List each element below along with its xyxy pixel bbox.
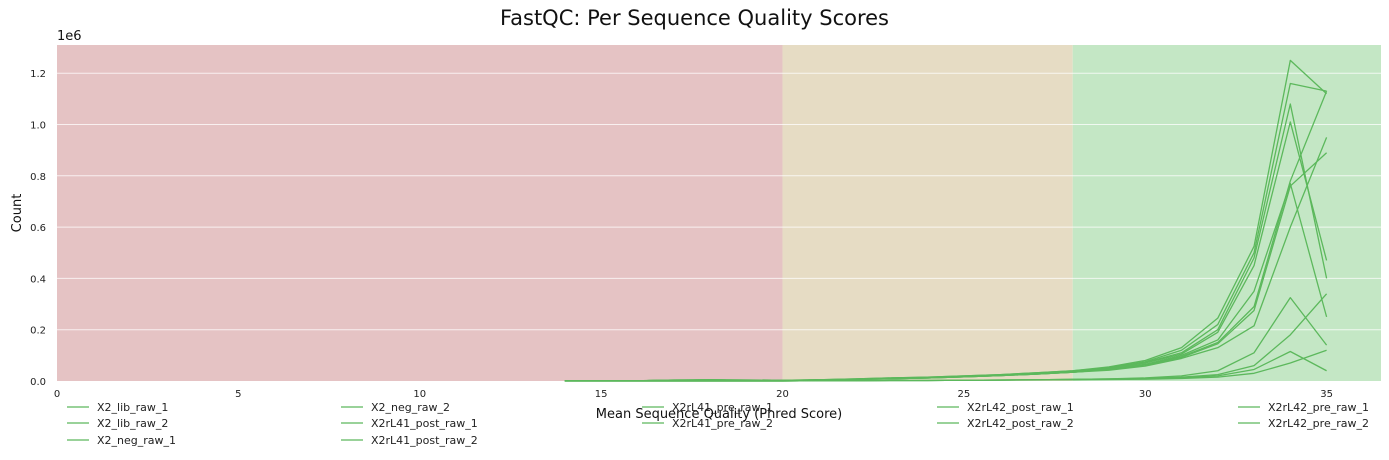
y-tick-label: 0.0 xyxy=(30,377,46,388)
y-tick-label: 1.2 xyxy=(30,69,46,80)
x-axis-title: Mean Sequence Quality (Phred Score) xyxy=(596,407,842,422)
legend-item-X2rL41_pre_raw_1: X2rL41_pre_raw_1 xyxy=(672,401,773,414)
grid-lines xyxy=(57,72,1381,331)
x-tick-label: 10 xyxy=(413,389,426,400)
y-tick-label: 1.0 xyxy=(30,121,46,132)
legend-item-X2rL42_pre_raw_1: X2rL42_pre_raw_1 xyxy=(1268,401,1369,414)
quality-band-0 xyxy=(57,45,783,381)
legend-item-X2rL42_pre_raw_2: X2rL42_pre_raw_2 xyxy=(1268,417,1369,430)
legend-item-X2_lib_raw_2: X2_lib_raw_2 xyxy=(97,417,168,430)
quality-band-1 xyxy=(782,45,1073,381)
legend-item-X2rL42_post_raw_1: X2rL42_post_raw_1 xyxy=(967,401,1074,414)
x-tick-label: 15 xyxy=(595,389,608,400)
x-tick-label: 35 xyxy=(1320,389,1333,400)
legend-item-X2_lib_raw_1: X2_lib_raw_1 xyxy=(97,401,168,414)
legend-item-X2_neg_raw_2: X2_neg_raw_2 xyxy=(371,401,450,414)
chart-title: FastQC: Per Sequence Quality Scores xyxy=(499,6,889,30)
series-line-X2rL42_post_raw_2 xyxy=(564,137,1328,382)
series-line-X2rL42_pre_raw_2 xyxy=(564,349,1327,382)
axis-ticks: 0 5 10 15 20 25 30 35 0.0 0.2 0.4 0.6 0.8 1.0 1.2 xyxy=(30,69,1333,400)
y-exponent-label: 1e6 xyxy=(57,29,82,44)
series-lines xyxy=(564,59,1328,382)
legend-item-X2_neg_raw_1: X2_neg_raw_1 xyxy=(97,434,176,447)
quality-band-2 xyxy=(1072,45,1381,381)
x-tick-label: 30 xyxy=(1139,389,1152,400)
quality-bands xyxy=(57,45,1381,381)
x-tick-label: 0 xyxy=(54,389,60,400)
legend-item-X2rL42_post_raw_2: X2rL42_post_raw_2 xyxy=(967,417,1074,430)
legend-item-X2rL41_pre_raw_2: X2rL41_pre_raw_2 xyxy=(672,417,773,430)
x-tick-label: 25 xyxy=(957,389,970,400)
y-tick-label: 0.8 xyxy=(30,172,46,183)
legend-item-X2rL41_post_raw_2: X2rL41_post_raw_2 xyxy=(371,434,478,447)
x-tick-label: 20 xyxy=(776,389,789,400)
y-tick-label: 0.2 xyxy=(30,326,46,337)
y-tick-label: 0.4 xyxy=(30,274,46,285)
y-axis-title: Count xyxy=(10,194,25,233)
legend: X2_lib_raw_1 X2_lib_raw_2 X2_neg_raw_1 X2_n… xyxy=(67,401,1369,447)
x-tick-label: 5 xyxy=(235,389,241,400)
y-tick-label: 0.6 xyxy=(30,223,46,234)
legend-item-X2rL41_post_raw_1: X2rL41_post_raw_1 xyxy=(371,417,478,430)
